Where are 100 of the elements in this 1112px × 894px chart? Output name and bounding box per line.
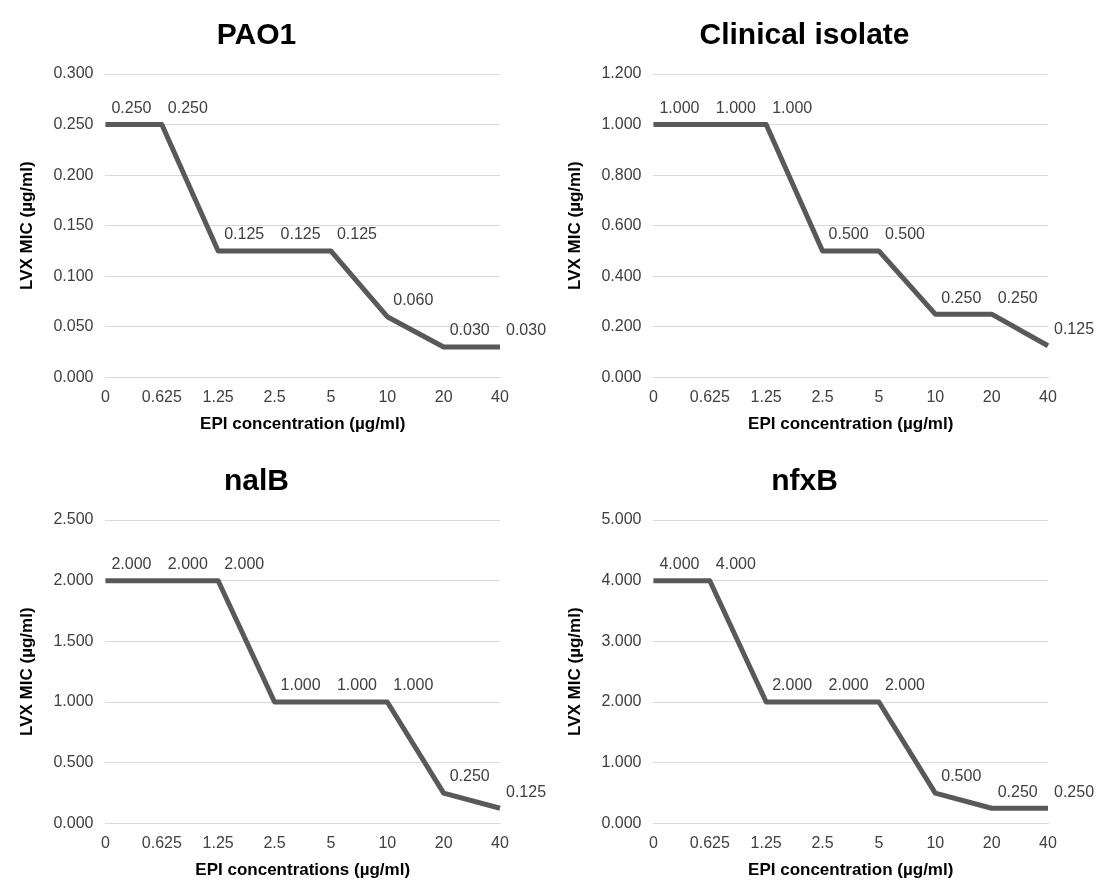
- y-tick-label: 0.800: [601, 165, 642, 183]
- y-tick-label: 2.000: [601, 692, 642, 710]
- x-tick-label: 0: [100, 834, 110, 852]
- x-tick-label: 0: [648, 388, 658, 406]
- data-label: 0.250: [1054, 782, 1095, 800]
- y-axis-title: LVX MIC (µg/ml): [564, 161, 584, 290]
- chart-title: nalB: [223, 463, 290, 497]
- data-label: 1.000: [772, 98, 813, 116]
- x-axis-title: EPI concentrations (µg/ml): [195, 860, 411, 880]
- data-label: 0.060: [393, 291, 434, 309]
- y-tick-label: 0.400: [601, 266, 642, 284]
- x-tick-label: 1.25: [750, 388, 782, 406]
- x-tick-label: 20: [434, 388, 453, 406]
- data-label: 0.125: [506, 782, 547, 800]
- x-tick-label: 10: [926, 834, 945, 852]
- y-tick-label: 2.500: [53, 510, 94, 528]
- x-axis-title: EPI concentration (µg/ml): [200, 414, 406, 434]
- chart-title: PAO1: [216, 17, 297, 51]
- data-label: 0.250: [167, 98, 208, 116]
- y-axis-title: LVX MIC (µg/ml): [16, 161, 36, 290]
- x-tick-label: 0.625: [689, 388, 730, 406]
- data-label: 0.125: [280, 225, 321, 243]
- x-tick-label: 10: [378, 388, 397, 406]
- x-tick-label: 1.25: [202, 388, 234, 406]
- data-label: 0.030: [449, 321, 490, 339]
- y-tick-label: 1.200: [601, 64, 642, 82]
- y-tick-label: 3.000: [601, 631, 642, 649]
- y-tick-label: 1.500: [53, 631, 94, 649]
- x-axis-title: EPI concentration (µg/ml): [748, 414, 954, 434]
- data-label: 2.000: [884, 676, 926, 694]
- x-tick-label: 2.5: [263, 388, 286, 406]
- chart-title: nfxB: [771, 463, 838, 497]
- x-tick-label: 0.625: [689, 834, 730, 852]
- x-axis-title: EPI concentration (µg/ml): [748, 860, 954, 880]
- x-tick-label: 40: [491, 388, 509, 406]
- x-tick-label: 5: [326, 388, 336, 406]
- x-tick-label: 0.625: [141, 834, 182, 852]
- y-tick-label: 0.000: [601, 813, 642, 831]
- y-tick-label: 0.000: [53, 813, 94, 831]
- data-label: 0.250: [997, 782, 1038, 800]
- data-label: 0.250: [941, 288, 982, 306]
- x-tick-label: 5: [874, 388, 884, 406]
- data-label: 0.125: [1054, 320, 1095, 338]
- x-tick-label: 0.625: [141, 388, 182, 406]
- y-tick-label: 1.000: [601, 114, 642, 132]
- data-label: 0.500: [828, 225, 869, 243]
- x-tick-label: 0: [648, 834, 658, 852]
- x-tick-label: 5: [874, 834, 884, 852]
- x-tick-label: 1.25: [202, 834, 234, 852]
- x-tick-label: 10: [926, 388, 945, 406]
- data-label: 2.000: [828, 676, 869, 694]
- data-label: 0.250: [997, 288, 1038, 306]
- data-label: 1.000: [280, 676, 321, 694]
- y-tick-label: 0.050: [53, 317, 94, 335]
- chart-title: Clinical isolate: [699, 17, 910, 51]
- data-label: 1.000: [715, 98, 756, 116]
- data-label: 2.000: [167, 555, 208, 573]
- y-tick-label: 0.500: [53, 753, 94, 771]
- y-tick-label: 0.150: [53, 216, 94, 234]
- data-label: 2.000: [111, 555, 152, 573]
- data-label: 0.250: [449, 767, 490, 785]
- y-axis-title: LVX MIC (µg/ml): [564, 607, 584, 736]
- y-tick-label: 0.250: [53, 114, 94, 132]
- y-tick-label: 0.100: [53, 266, 94, 284]
- y-tick-label: 0.300: [53, 64, 94, 82]
- x-tick-label: 2.5: [263, 834, 286, 852]
- data-label: 4.000: [715, 555, 756, 573]
- x-tick-label: 20: [982, 834, 1001, 852]
- y-tick-label: 1.000: [53, 692, 94, 710]
- data-label: 0.500: [884, 225, 926, 243]
- x-tick-label: 10: [378, 834, 397, 852]
- x-tick-label: 2.5: [811, 388, 834, 406]
- y-tick-label: 0.600: [601, 216, 642, 234]
- data-label: 0.030: [506, 321, 547, 339]
- data-label: 0.500: [941, 767, 982, 785]
- data-label: 2.000: [224, 555, 265, 573]
- y-tick-label: 0.200: [53, 165, 94, 183]
- y-tick-label: 0.000: [53, 367, 94, 385]
- data-label: 4.000: [659, 555, 700, 573]
- y-tick-label: 2.000: [53, 571, 94, 589]
- x-tick-label: 20: [434, 834, 453, 852]
- y-tick-label: 1.000: [601, 753, 642, 771]
- y-axis-title: LVX MIC (µg/ml): [16, 607, 36, 736]
- y-tick-label: 0.200: [601, 317, 642, 335]
- y-tick-label: 5.000: [601, 510, 642, 528]
- data-label: 2.000: [772, 676, 813, 694]
- data-label: 1.000: [393, 676, 434, 694]
- x-tick-label: 40: [1039, 834, 1057, 852]
- data-label: 0.250: [111, 98, 152, 116]
- y-tick-label: 4.000: [601, 571, 642, 589]
- x-tick-label: 40: [1039, 388, 1057, 406]
- data-label: 0.125: [224, 225, 265, 243]
- x-tick-label: 0: [100, 388, 110, 406]
- x-tick-label: 5: [326, 834, 336, 852]
- data-label: 1.000: [336, 676, 378, 694]
- x-tick-label: 40: [491, 834, 509, 852]
- x-tick-label: 2.5: [811, 834, 834, 852]
- x-tick-label: 20: [982, 388, 1001, 406]
- data-label: 1.000: [659, 98, 700, 116]
- data-label: 0.125: [336, 225, 378, 243]
